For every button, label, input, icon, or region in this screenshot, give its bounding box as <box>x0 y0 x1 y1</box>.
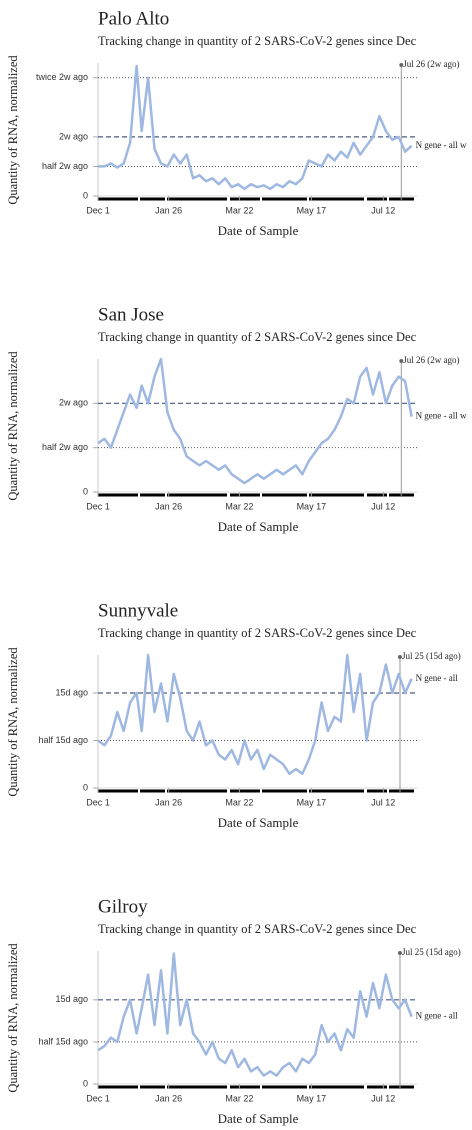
reference-label: Jul 25 (15d ago) <box>402 947 461 957</box>
y-tick-label: twice 2w ago <box>36 72 88 82</box>
x-tick-label: May 17 <box>297 501 327 511</box>
series-line <box>97 653 413 776</box>
x-tick-label: Jan 26 <box>155 205 182 215</box>
chart-title: Palo Alto <box>98 8 169 29</box>
x-tick-label: May 17 <box>297 797 327 807</box>
x-tick-label: Jul 12 <box>371 205 395 215</box>
reference-label: Jul 25 (15d ago) <box>402 651 461 661</box>
chart-subtitle: Tracking change in quantity of 2 SARS-Co… <box>98 922 417 936</box>
y-tick-label: half 15d ago <box>38 1036 88 1046</box>
y-tick-label: half 15d ago <box>38 735 88 745</box>
y-tick-label: 2w ago <box>59 131 88 141</box>
series-line <box>98 64 413 191</box>
series-line <box>97 952 413 1077</box>
x-axis-title: Date of Sample <box>218 1111 299 1126</box>
x-tick-label: Dec 1 <box>86 1093 110 1103</box>
legend-label: N gene - all w <box>416 140 467 150</box>
x-axis-title: Date of Sample <box>218 223 299 238</box>
chart-title: Gilroy <box>98 896 148 917</box>
x-tick-label: Jul 12 <box>371 1093 395 1103</box>
y-axis-title: Quantity of RNA, normalized <box>6 647 20 797</box>
legend-label: N gene - all <box>416 673 459 683</box>
reference-dot <box>399 359 404 363</box>
x-axis-title: Date of Sample <box>218 519 299 534</box>
x-tick-label: Jan 26 <box>155 797 182 807</box>
y-axis-title: Quantity of RNA, normalized <box>6 55 20 205</box>
reference-label: Jul 26 (2w ago) <box>403 355 459 365</box>
x-tick-label: Dec 1 <box>86 501 110 511</box>
reference-label: Jul 26 (2w ago) <box>403 59 459 69</box>
chart-subtitle: Tracking change in quantity of 2 SARS-Co… <box>98 34 417 48</box>
x-tick-label: Jul 12 <box>371 797 395 807</box>
reference-dot <box>398 655 403 659</box>
x-tick-label: Jul 12 <box>371 501 395 511</box>
y-tick-label: half 2w ago <box>42 442 88 452</box>
chart-title: Sunnyvale <box>98 600 178 621</box>
chart-subtitle: Tracking change in quantity of 2 SARS-Co… <box>98 626 417 640</box>
x-tick-label: May 17 <box>297 1093 327 1103</box>
y-tick-label: half 2w ago <box>42 161 88 171</box>
x-tick-label: Mar 22 <box>225 1093 253 1103</box>
reference-dot <box>399 63 404 67</box>
x-tick-label: Mar 22 <box>225 501 253 511</box>
y-axis-title: Quantity of RNA, normalized <box>6 351 20 501</box>
legend-label: N gene - all <box>416 1011 459 1021</box>
x-tick-label: Dec 1 <box>86 797 110 807</box>
x-tick-label: Jan 26 <box>155 1093 182 1103</box>
series-line <box>97 357 413 485</box>
chart-title: San Jose <box>98 304 164 325</box>
y-axis-title: Quantity of RNA, normalized <box>6 943 20 1093</box>
x-tick-label: Mar 22 <box>225 797 253 807</box>
y-tick-label: 15d ago <box>55 687 88 697</box>
y-tick-label: 0 <box>83 190 88 200</box>
y-tick-label: 0 <box>83 486 88 496</box>
chart-subtitle: Tracking change in quantity of 2 SARS-Co… <box>98 330 417 344</box>
y-tick-label: 2w ago <box>59 398 88 408</box>
x-tick-label: Mar 22 <box>225 205 253 215</box>
y-tick-label: 15d ago <box>55 994 88 1004</box>
x-tick-label: Jan 26 <box>155 501 182 511</box>
x-tick-label: Dec 1 <box>86 205 110 215</box>
legend-label: N gene - all w <box>416 411 467 421</box>
reference-dot <box>398 951 403 955</box>
x-axis-title: Date of Sample <box>218 815 299 830</box>
y-tick-label: 0 <box>83 782 88 792</box>
y-tick-label: 0 <box>83 1078 88 1088</box>
x-tick-label: May 17 <box>297 205 327 215</box>
